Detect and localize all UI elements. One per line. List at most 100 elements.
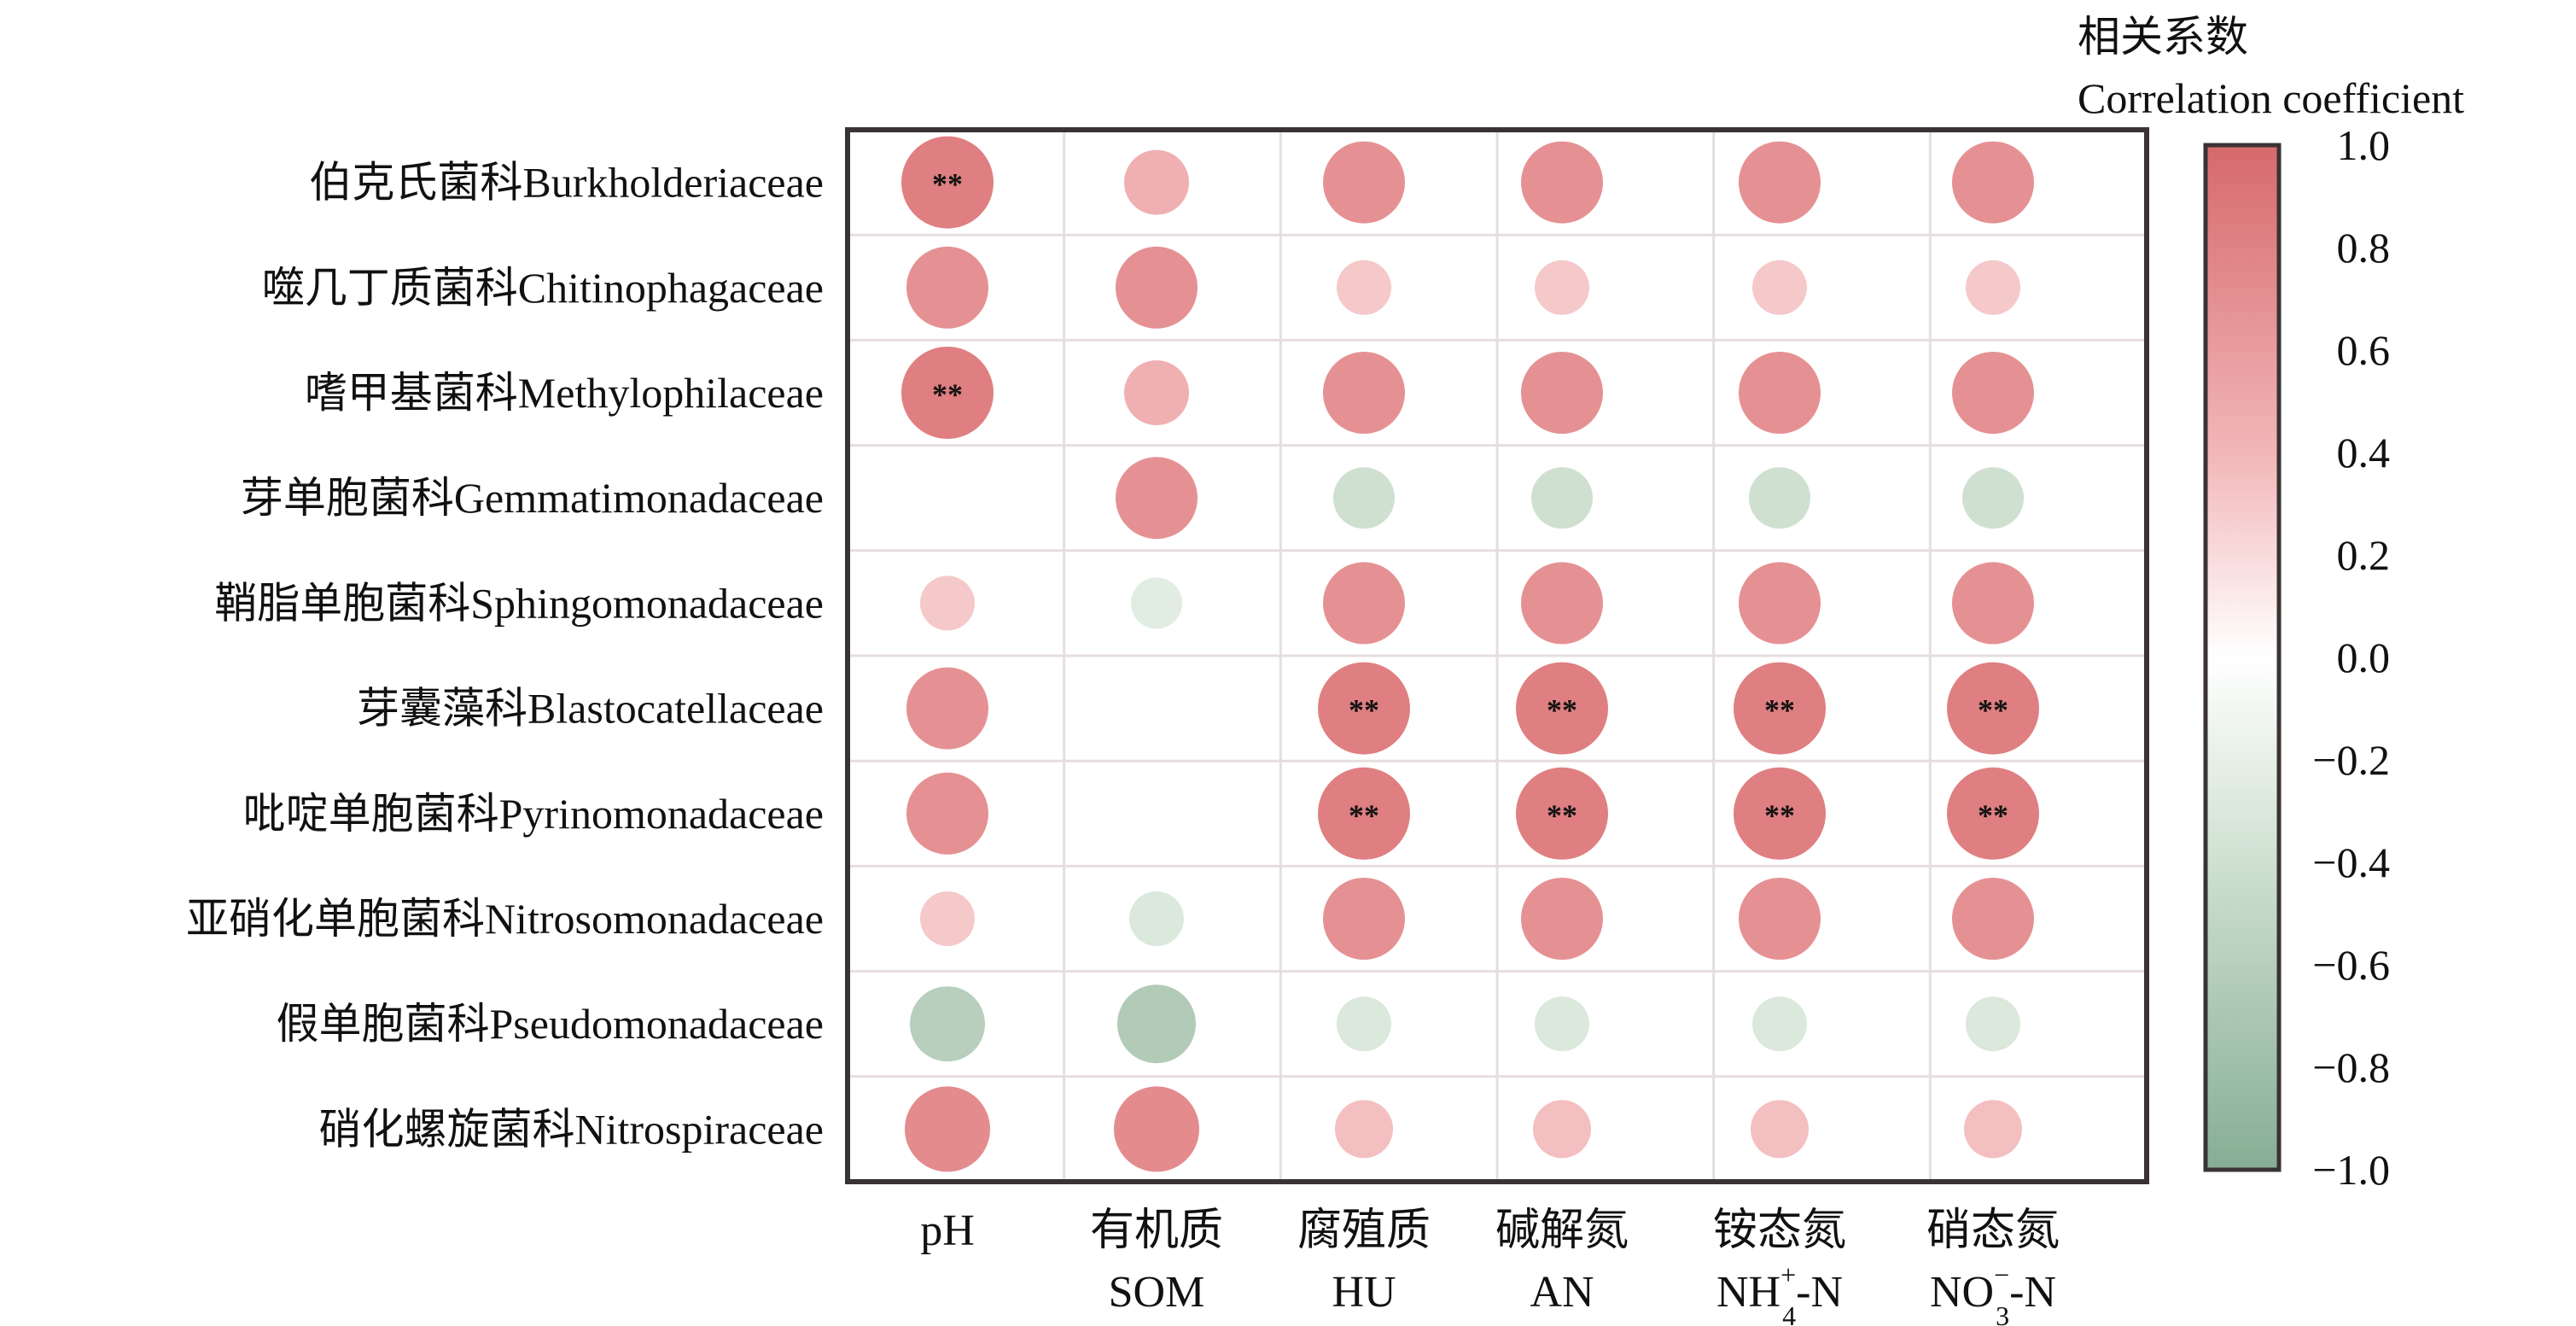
column-label-en-sub: 3 bbox=[1996, 1300, 2009, 1326]
column-label-en-base: AN bbox=[1530, 1268, 1594, 1317]
column-label-en: AN bbox=[1530, 1268, 1594, 1317]
significance-mark: ** bbox=[1978, 693, 2008, 727]
correlation-dot bbox=[901, 347, 994, 439]
correlation-dot bbox=[1964, 1100, 2022, 1159]
column-label-en-base: NH bbox=[1716, 1268, 1780, 1317]
legend-title-en: Correlation coefficient bbox=[2078, 74, 2464, 122]
correlation-dot bbox=[1116, 457, 1198, 540]
significance-mark: ** bbox=[1764, 798, 1795, 832]
correlation-dot bbox=[1117, 984, 1196, 1064]
column-label-cn: 碱解氮 bbox=[1495, 1206, 1629, 1255]
correlation-dot bbox=[1124, 360, 1189, 425]
correlation-dot bbox=[1131, 577, 1182, 629]
correlation-dot bbox=[1335, 1100, 1393, 1159]
correlation-dot bbox=[1739, 141, 1821, 224]
significance-mark: ** bbox=[932, 377, 963, 412]
correlation-dot bbox=[1752, 996, 1807, 1052]
correlation-dot bbox=[1952, 562, 2034, 645]
colorbar-tick-label: −0.8 bbox=[2312, 1043, 2390, 1091]
correlation-dot bbox=[1337, 996, 1391, 1052]
row-label: 芽单胞菌科Gemmatimonadaceae bbox=[241, 474, 824, 522]
correlation-dot bbox=[906, 772, 988, 855]
column-label-en-base: HU bbox=[1332, 1268, 1396, 1317]
colorbar-tick-label: 0.6 bbox=[2337, 326, 2391, 374]
colorbar-tick-label: 0.8 bbox=[2337, 224, 2391, 272]
row-label: 硝化螺旋菌科Nitrospiraceae bbox=[318, 1105, 824, 1153]
colorbar-tick-label: −0.2 bbox=[2312, 736, 2390, 784]
correlation-dot bbox=[906, 246, 988, 329]
column-label-en-tail: -N bbox=[2009, 1268, 2056, 1317]
row-label: 鞘脂单胞菌科Sphingomonadaceae bbox=[214, 579, 824, 627]
column-label-cn: 铵态氮 bbox=[1713, 1206, 1846, 1255]
correlation-dot bbox=[1521, 352, 1603, 434]
column-label-en: HU bbox=[1332, 1268, 1396, 1317]
row-label: 噬几丁质菌科Chitinophagaceae bbox=[262, 264, 824, 312]
column-label-en-sup: + bbox=[1780, 1259, 1796, 1290]
correlation-dot bbox=[1521, 878, 1603, 960]
correlation-dot bbox=[1947, 767, 2039, 860]
colorbar-tick-label: 0.4 bbox=[2337, 429, 2391, 476]
significance-mark: ** bbox=[1764, 693, 1795, 727]
correlation-dot bbox=[1966, 996, 2020, 1052]
correlation-dot bbox=[1318, 767, 1410, 860]
column-label-en: NO− 3-N bbox=[1930, 1259, 2056, 1326]
plot-frame bbox=[845, 127, 2149, 1184]
correlation-dot bbox=[1962, 467, 2024, 529]
significance-mark: ** bbox=[932, 167, 963, 202]
column-label-cn: 硝态氮 bbox=[1926, 1206, 2060, 1255]
significance-mark: ** bbox=[1978, 798, 2008, 832]
correlation-dot bbox=[1521, 562, 1603, 645]
colorbar-tick-label: 0.2 bbox=[2337, 531, 2391, 579]
correlation-dot bbox=[905, 1086, 990, 1172]
column-label-en-sup: − bbox=[1994, 1259, 2009, 1290]
colorbar-tick-label: 0.0 bbox=[2337, 634, 2391, 681]
column-label-en-tail: -N bbox=[1796, 1268, 1843, 1317]
correlation-dot bbox=[1323, 562, 1405, 645]
grid-lines bbox=[848, 130, 2147, 1182]
correlation-dot bbox=[1323, 141, 1405, 224]
correlation-dot bbox=[906, 667, 988, 750]
correlation-dot bbox=[1952, 141, 2034, 224]
correlation-dot bbox=[1337, 260, 1391, 315]
correlation-dot bbox=[920, 891, 975, 946]
correlation-dot bbox=[1535, 996, 1589, 1052]
correlation-dot bbox=[1533, 1100, 1591, 1159]
correlation-dot bbox=[1739, 562, 1821, 645]
column-label-en: NH+ 4-N bbox=[1716, 1259, 1843, 1326]
colorbar-tick-label: −0.6 bbox=[2312, 941, 2390, 989]
correlation-dot bbox=[1318, 662, 1410, 755]
row-labels: 伯克氏菌科Burkholderiaceae 噬几丁质菌科Chitinophagac… bbox=[186, 159, 824, 1154]
row-label: 吡啶单胞菌科Pyrinomonadaceae bbox=[243, 790, 824, 838]
correlation-dot bbox=[1734, 662, 1826, 755]
correlation-dot bbox=[1739, 352, 1821, 434]
row-label: 假单胞菌科Pseudomonadaceae bbox=[276, 1000, 824, 1048]
correlation-dot bbox=[1531, 467, 1593, 529]
row-label: 伯克氏菌科Burkholderiaceae bbox=[309, 159, 824, 207]
significance-mark: ** bbox=[1349, 693, 1379, 727]
correlation-dot bbox=[1323, 878, 1405, 960]
colorbar-tick-label: −0.4 bbox=[2312, 838, 2390, 886]
correlation-dot bbox=[920, 575, 975, 631]
significance-mark: ** bbox=[1547, 798, 1577, 832]
colorbar: 相关系数 Correlation coefficient 1.0 0.8 0.6 0.… bbox=[2078, 13, 2464, 1194]
column-label-cn: 有机质 bbox=[1090, 1206, 1223, 1255]
correlation-dot bbox=[1129, 891, 1184, 946]
correlation-dot bbox=[1516, 662, 1608, 755]
colorbar-tick-label: 1.0 bbox=[2337, 121, 2391, 169]
column-label-cn: 腐殖质 bbox=[1297, 1206, 1431, 1255]
correlation-dot bbox=[1749, 467, 1810, 529]
row-label: 芽囊藻科Blastocatellaceae bbox=[357, 685, 824, 733]
row-label: 亚硝化单胞菌科Nitrosomonadaceae bbox=[186, 895, 824, 943]
legend-title-cn: 相关系数 bbox=[2078, 13, 2248, 61]
correlation-dots: ** ** ** ** ** ** ** ** ** ** bbox=[901, 136, 2039, 1172]
correlation-dot bbox=[1734, 767, 1826, 860]
correlation-dot bbox=[1516, 767, 1608, 860]
correlation-dot bbox=[1114, 1086, 1199, 1172]
colorbar-gradient bbox=[2203, 143, 2282, 1172]
significance-mark: ** bbox=[1547, 693, 1577, 727]
correlation-dot bbox=[1116, 246, 1198, 329]
correlation-dot bbox=[1947, 662, 2039, 755]
correlation-dot bbox=[1333, 467, 1395, 529]
